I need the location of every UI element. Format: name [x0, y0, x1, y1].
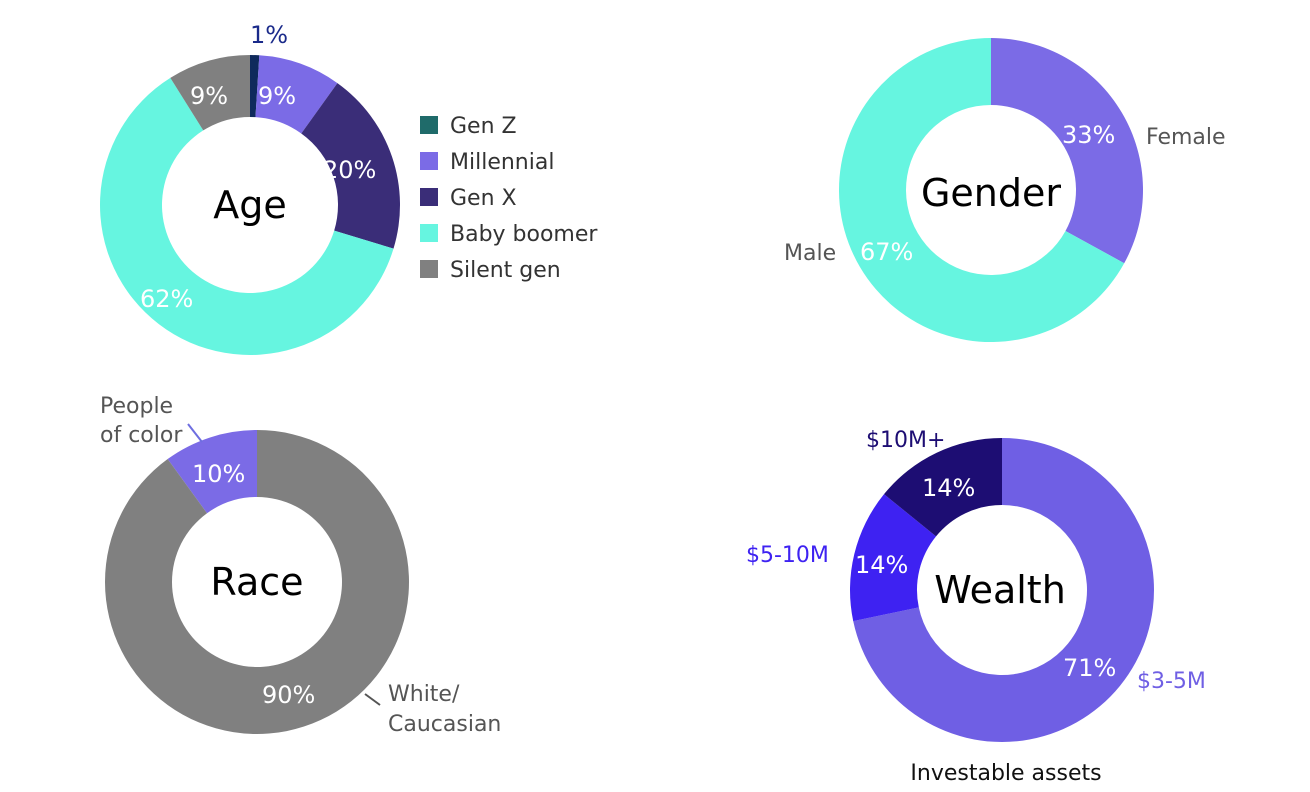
race-donut [104, 430, 410, 734]
slice-5-10m [850, 494, 937, 622]
slice-10m [884, 438, 1002, 537]
age-label-millennial: 9% [258, 82, 296, 110]
age-label-gen-x: 20% [323, 156, 376, 184]
age-legend: Gen Z Millennial Gen X Baby boomer Silen… [420, 114, 598, 283]
wealth-label-10m: $10M+ [866, 428, 945, 453]
gender-label-male-pct: 67% [860, 238, 913, 266]
slice-millennial [255, 55, 338, 134]
slice-baby-boomer [99, 77, 394, 355]
race-label-white-line1: White/ [388, 682, 460, 707]
legend-label-baby-boomer: Baby boomer [450, 222, 598, 247]
legend-label-millennial: Millennial [450, 150, 554, 175]
gender-label-female: Female [1146, 125, 1226, 150]
race-white-leader-line [364, 693, 381, 706]
race-center-title: Race [210, 560, 303, 604]
race-poc-leader-line [187, 423, 203, 443]
slice-people-of-color [167, 430, 257, 514]
legend-swatch-silent-gen [420, 260, 438, 278]
wealth-caption: Investable assets [910, 761, 1101, 786]
legend-swatch-gen-x [420, 188, 438, 206]
race-label-white-pct: 90% [262, 681, 315, 709]
gender-label-female-pct: 33% [1062, 121, 1115, 149]
legend-swatch-gen-z [420, 116, 438, 134]
age-center-title: Age [213, 183, 287, 227]
gender-label-male: Male [784, 241, 836, 266]
legend-label-gen-x: Gen X [450, 186, 517, 211]
wealth-label-10m-pct: 14% [922, 474, 975, 502]
wealth-label-3-5m-pct: 71% [1063, 654, 1116, 682]
slice-silent-gen [170, 55, 250, 131]
wealth-label-5-10m-pct: 14% [855, 551, 908, 579]
age-label-silent-gen: 9% [190, 82, 228, 110]
wealth-donut [850, 438, 1154, 742]
age-label-baby-boomer: 62% [140, 285, 193, 313]
legend-label-gen-z: Gen Z [450, 114, 517, 139]
slice-3-5m [853, 438, 1154, 742]
slice-gen-z [250, 55, 260, 118]
race-label-poc-pct: 10% [192, 460, 245, 488]
age-label-gen-z: 1% [250, 21, 288, 49]
gender-center-title: Gender [921, 171, 1061, 215]
slice-white-caucasian [104, 430, 410, 734]
legend-swatch-baby-boomer [420, 224, 438, 242]
legend-label-silent-gen: Silent gen [450, 258, 561, 283]
gender-donut [838, 38, 1144, 343]
legend-swatch-millennial [420, 152, 438, 170]
race-label-poc-line2: of color [100, 423, 183, 448]
slice-gen-x [301, 83, 400, 249]
wealth-center-title: Wealth [934, 568, 1066, 612]
age-donut [99, 55, 400, 355]
race-label-white-line2: Caucasian [388, 712, 501, 737]
race-label-poc-line1: People [100, 394, 173, 419]
slice-female [991, 38, 1144, 264]
slice-male [838, 38, 1125, 343]
wealth-label-3-5m: $3-5M [1137, 669, 1206, 694]
wealth-label-5-10m: $5-10M [746, 543, 829, 568]
